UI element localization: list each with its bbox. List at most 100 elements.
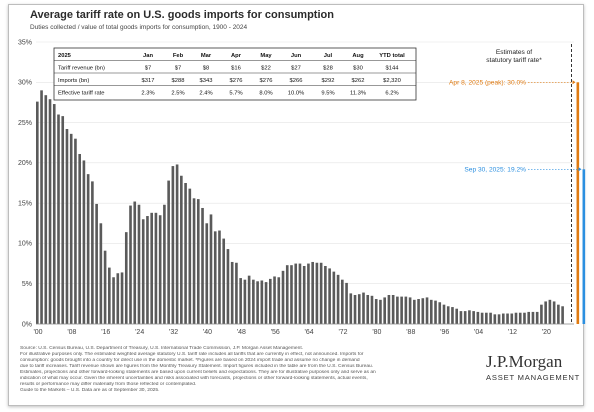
bar <box>222 238 226 324</box>
x-tick-label: '96 <box>440 329 449 336</box>
bar <box>552 301 556 324</box>
bar <box>82 160 86 324</box>
table-cell: 2.3% <box>141 91 154 97</box>
table-cell: Effective tariff rate <box>58 91 105 97</box>
bar <box>205 223 209 324</box>
bar <box>315 262 319 324</box>
x-tick-label: '72 <box>338 329 347 336</box>
bar <box>523 312 526 324</box>
bar <box>188 188 192 324</box>
bar <box>243 279 247 324</box>
bar <box>341 279 344 324</box>
x-tick-label: '20 <box>542 329 551 336</box>
brand-logo: J.P.Morgan <box>486 352 563 371</box>
table-cell: Imports (bn) <box>58 78 89 84</box>
bar <box>141 219 145 324</box>
bar <box>226 249 230 324</box>
bar <box>163 204 166 324</box>
bar <box>252 279 255 324</box>
table-cell: $8 <box>203 66 209 72</box>
bar <box>396 296 399 324</box>
bar <box>387 294 391 324</box>
bar <box>120 272 124 324</box>
bar <box>472 311 475 324</box>
bar <box>268 278 272 324</box>
y-tick-label: 35% <box>18 39 32 46</box>
y-tick-label: 20% <box>18 160 32 167</box>
bar <box>328 268 331 324</box>
bar <box>307 263 310 324</box>
bar <box>417 299 420 324</box>
table-header: May <box>260 53 272 59</box>
bar <box>235 262 238 324</box>
table-header: Apr <box>231 53 242 59</box>
table-cell: $262 <box>352 78 365 84</box>
bar <box>175 164 179 324</box>
table-header: Jul <box>324 53 333 59</box>
bar <box>36 101 39 324</box>
bar <box>561 306 564 324</box>
bar <box>260 280 264 324</box>
bar <box>247 275 251 324</box>
bar <box>184 183 187 324</box>
y-tick-label: 0% <box>22 321 32 328</box>
table-cell: $7 <box>145 66 151 72</box>
table-cell: $292 <box>322 78 335 84</box>
bar <box>421 298 425 324</box>
x-tick-label: '04 <box>474 329 483 336</box>
bar <box>459 311 463 324</box>
bar <box>324 265 327 324</box>
bar <box>137 204 141 324</box>
y-tick-label: 5% <box>22 281 32 288</box>
source-notes: Source: U.S. Census Bureau, U.S. Departm… <box>20 346 472 394</box>
bar <box>332 271 336 324</box>
x-tick-label: '40 <box>203 329 212 336</box>
table-cell: $317 <box>142 78 155 84</box>
bar <box>425 297 429 324</box>
y-tick-label: 25% <box>18 120 32 127</box>
bar <box>455 308 459 324</box>
bar <box>116 273 120 324</box>
table-header: Mar <box>201 53 212 59</box>
bar <box>366 294 370 324</box>
bar <box>408 297 412 324</box>
bar <box>281 270 285 324</box>
source-line: Guide to the Markets – U.S. Data are as … <box>20 388 160 393</box>
bar <box>514 312 518 324</box>
table-cell: $27 <box>291 66 301 72</box>
bar <box>400 296 403 324</box>
bar <box>480 312 484 324</box>
bar <box>374 299 378 324</box>
estimate-arrow <box>578 167 582 172</box>
source-line: For illustrative purposes only. The esti… <box>20 352 364 357</box>
bar <box>540 304 543 324</box>
bar <box>218 230 221 324</box>
bar <box>133 201 137 324</box>
table-cell: $276 <box>230 78 243 84</box>
bar <box>192 198 196 324</box>
bar <box>209 214 213 324</box>
bar <box>124 232 128 324</box>
brand-subtitle: ASSET MANAGEMENT <box>486 373 581 382</box>
table-cell: 10.0% <box>288 91 304 97</box>
bar <box>413 299 416 324</box>
bar <box>154 212 158 324</box>
x-tick-label: '48 <box>237 329 246 336</box>
bar <box>434 300 437 324</box>
bar <box>91 181 94 324</box>
source-line: indication of what may occur. Given the … <box>20 376 368 381</box>
bar <box>535 311 539 324</box>
bar <box>158 215 162 324</box>
bar <box>510 313 514 324</box>
x-tick-label: '00 <box>33 329 42 336</box>
table-cell: $266 <box>290 78 303 84</box>
table-cell: $30 <box>353 66 363 72</box>
bar <box>429 299 433 324</box>
chart-title: Average tariff rate on U.S. goods import… <box>30 9 334 21</box>
bar <box>264 282 268 324</box>
chart-subtitle: Duties collected / value of total goods … <box>30 24 248 31</box>
bar <box>404 296 408 324</box>
table-header: 2025 <box>58 53 72 59</box>
bar <box>345 282 348 324</box>
